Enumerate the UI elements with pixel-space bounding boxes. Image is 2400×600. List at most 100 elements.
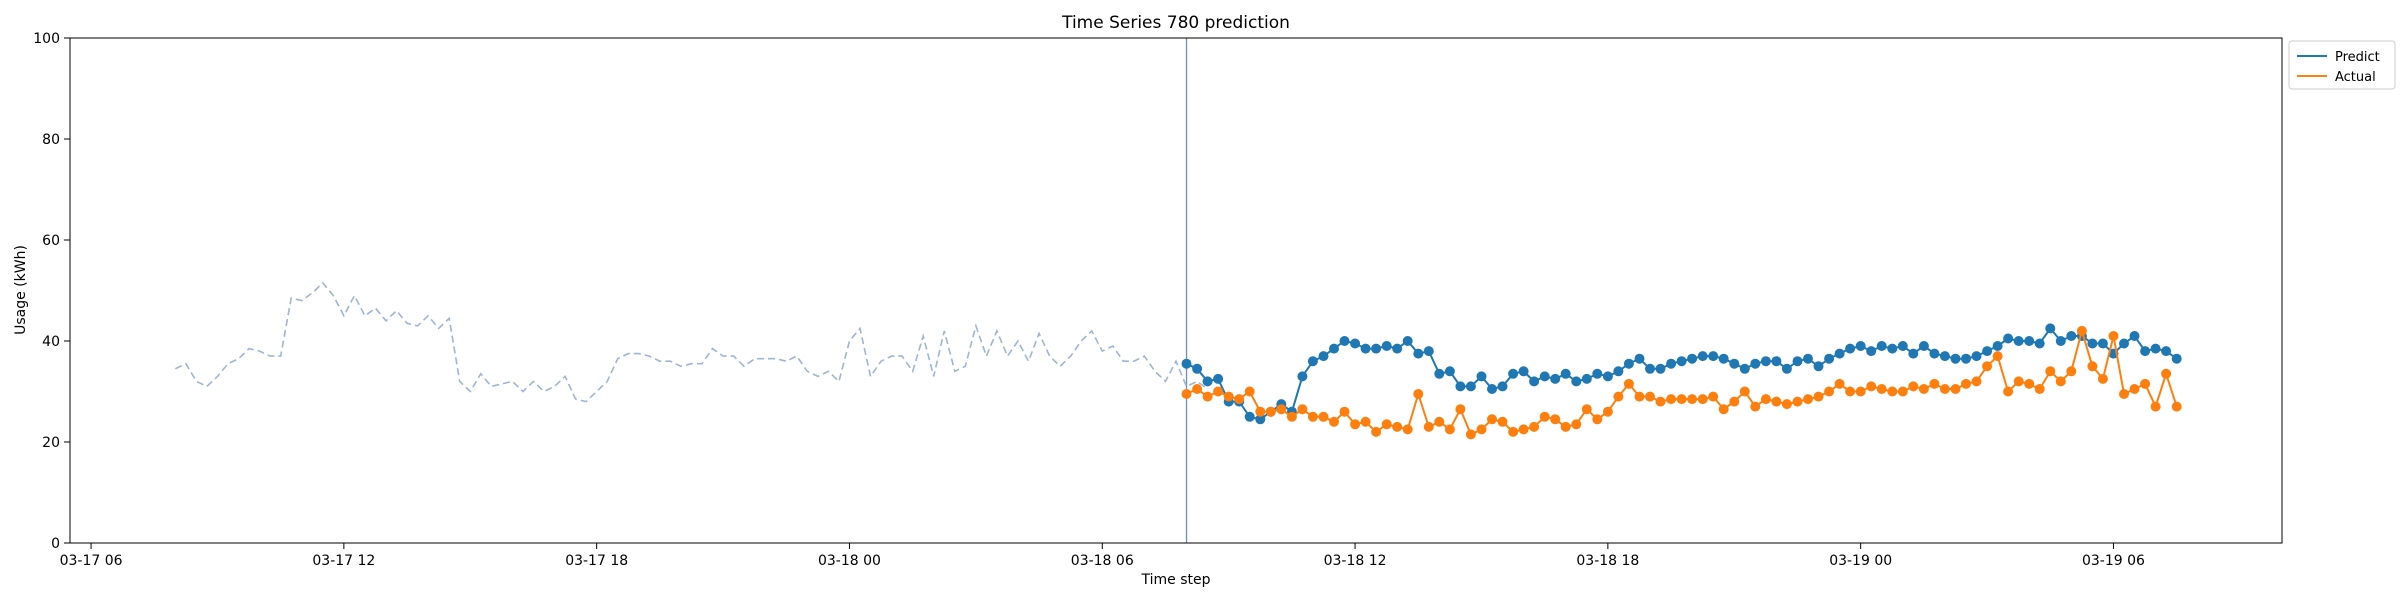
- predict-point: [1760, 356, 1771, 367]
- predict-point: [1465, 381, 1476, 392]
- actual-point: [1718, 404, 1729, 415]
- y-axis: 0 20 40 60 80 100: [33, 31, 70, 552]
- actual-point: [2034, 384, 2045, 394]
- predict-point: [2003, 333, 2014, 344]
- actual-point: [1297, 404, 1308, 415]
- predict-point: [2055, 336, 2066, 346]
- actual-point: [1592, 414, 1603, 425]
- predict-point: [1508, 368, 1519, 379]
- x-tick-label: 03-17 18: [565, 553, 628, 569]
- actual-point: [1202, 391, 1213, 402]
- actual-point: [1244, 386, 1255, 397]
- predict-point: [2150, 343, 2161, 354]
- predict-point: [2119, 338, 2129, 349]
- predict-point: [1592, 368, 1603, 379]
- predict-point: [1687, 353, 1698, 364]
- y-axis-label: Usage (kWh): [13, 245, 29, 335]
- x-tick-label: 03-18 18: [1576, 553, 1639, 569]
- actual-point: [1360, 416, 1371, 427]
- actual-point: [1781, 399, 1792, 410]
- legend: Predict Actual: [2288, 40, 2396, 90]
- predict-point: [1444, 366, 1455, 377]
- x-axis: 03-17 06 03-17 12 03-17 18 03-18 00 03-18 06…: [60, 543, 2145, 569]
- actual-point: [1307, 411, 1318, 422]
- y-tick-label: 60: [42, 233, 60, 249]
- actual-point: [1255, 406, 1266, 417]
- predict-point: [1455, 381, 1466, 392]
- x-tick-label: 03-19 00: [1829, 553, 1892, 569]
- predict-point: [1908, 348, 1919, 359]
- predict-point: [1581, 373, 1592, 384]
- predict-point: [1992, 341, 2003, 351]
- x-axis-label: Time step: [1141, 572, 1211, 588]
- actual-point: [2161, 368, 2172, 379]
- predict-point: [1423, 346, 1434, 357]
- actual-point: [1476, 424, 1487, 435]
- actual-point: [1413, 389, 1424, 399]
- actual-point: [1423, 421, 1434, 432]
- predict-point: [1434, 368, 1445, 379]
- actual-point: [2055, 376, 2066, 387]
- y-tick-label: 40: [42, 334, 60, 350]
- actual-point: [1992, 351, 2003, 362]
- actual-point: [1329, 416, 1339, 427]
- actual-point: [1971, 376, 1982, 387]
- actual-point: [1918, 384, 1929, 394]
- predict-point: [1307, 356, 1318, 367]
- predict-point: [1602, 371, 1613, 382]
- predict-point: [1897, 341, 1908, 351]
- actual-point: [1371, 426, 1382, 437]
- x-tick-label: 03-17 12: [312, 553, 375, 569]
- predict-point: [1297, 371, 1308, 382]
- predict-point: [1192, 363, 1203, 374]
- predict-point: [1487, 384, 1497, 394]
- actual-point: [1339, 406, 1350, 417]
- actual-point: [1908, 381, 1919, 392]
- predict-point: [2013, 336, 2024, 346]
- actual-point: [1434, 416, 1445, 427]
- actual-point: [1265, 406, 1276, 417]
- predict-point: [2045, 323, 2056, 334]
- predict-point: [1739, 363, 1750, 374]
- predict-point: [1929, 348, 1940, 359]
- actual-point: [1381, 419, 1392, 430]
- actual-point: [1855, 386, 1866, 397]
- predict-point: [1213, 373, 1224, 384]
- actual-point: [1929, 378, 1940, 389]
- predict-point: [1634, 353, 1645, 364]
- predict-point: [1560, 368, 1571, 379]
- predict-point: [1813, 361, 1824, 372]
- predict-point: [1613, 366, 1624, 377]
- predict-point: [1371, 343, 1382, 354]
- predict-point: [1855, 341, 1866, 351]
- x-tick-label: 03-17 06: [60, 553, 123, 569]
- predict-point: [1771, 356, 1782, 367]
- predict-point: [1529, 376, 1540, 387]
- chart-title: Time Series 780 prediction: [1061, 13, 1290, 33]
- actual-point: [1676, 394, 1687, 405]
- actual-point: [1581, 404, 1592, 415]
- y-tick-label: 0: [51, 536, 60, 552]
- actual-point: [1866, 381, 1877, 392]
- predict-point: [1550, 373, 1561, 384]
- predict-point: [1645, 363, 1655, 374]
- actual-point: [1750, 401, 1761, 412]
- predict-point: [1392, 343, 1403, 354]
- predict-point: [1845, 343, 1856, 354]
- predict-point: [1982, 346, 1993, 357]
- actual-point: [2013, 376, 2024, 387]
- actual-point: [1708, 391, 1719, 402]
- actual-point: [1645, 391, 1655, 402]
- actual-point: [2097, 373, 2108, 384]
- actual-point: [1939, 384, 1950, 394]
- predict-point: [1729, 358, 1740, 369]
- predict-point: [1961, 353, 1971, 364]
- actual-point: [2003, 386, 2014, 397]
- actual-point: [1465, 429, 1476, 440]
- predict-point: [1413, 348, 1424, 359]
- predict-point: [2024, 336, 2035, 346]
- predict-point: [1255, 414, 1266, 425]
- actual-point: [1813, 391, 1824, 402]
- actual-point: [1560, 421, 1571, 432]
